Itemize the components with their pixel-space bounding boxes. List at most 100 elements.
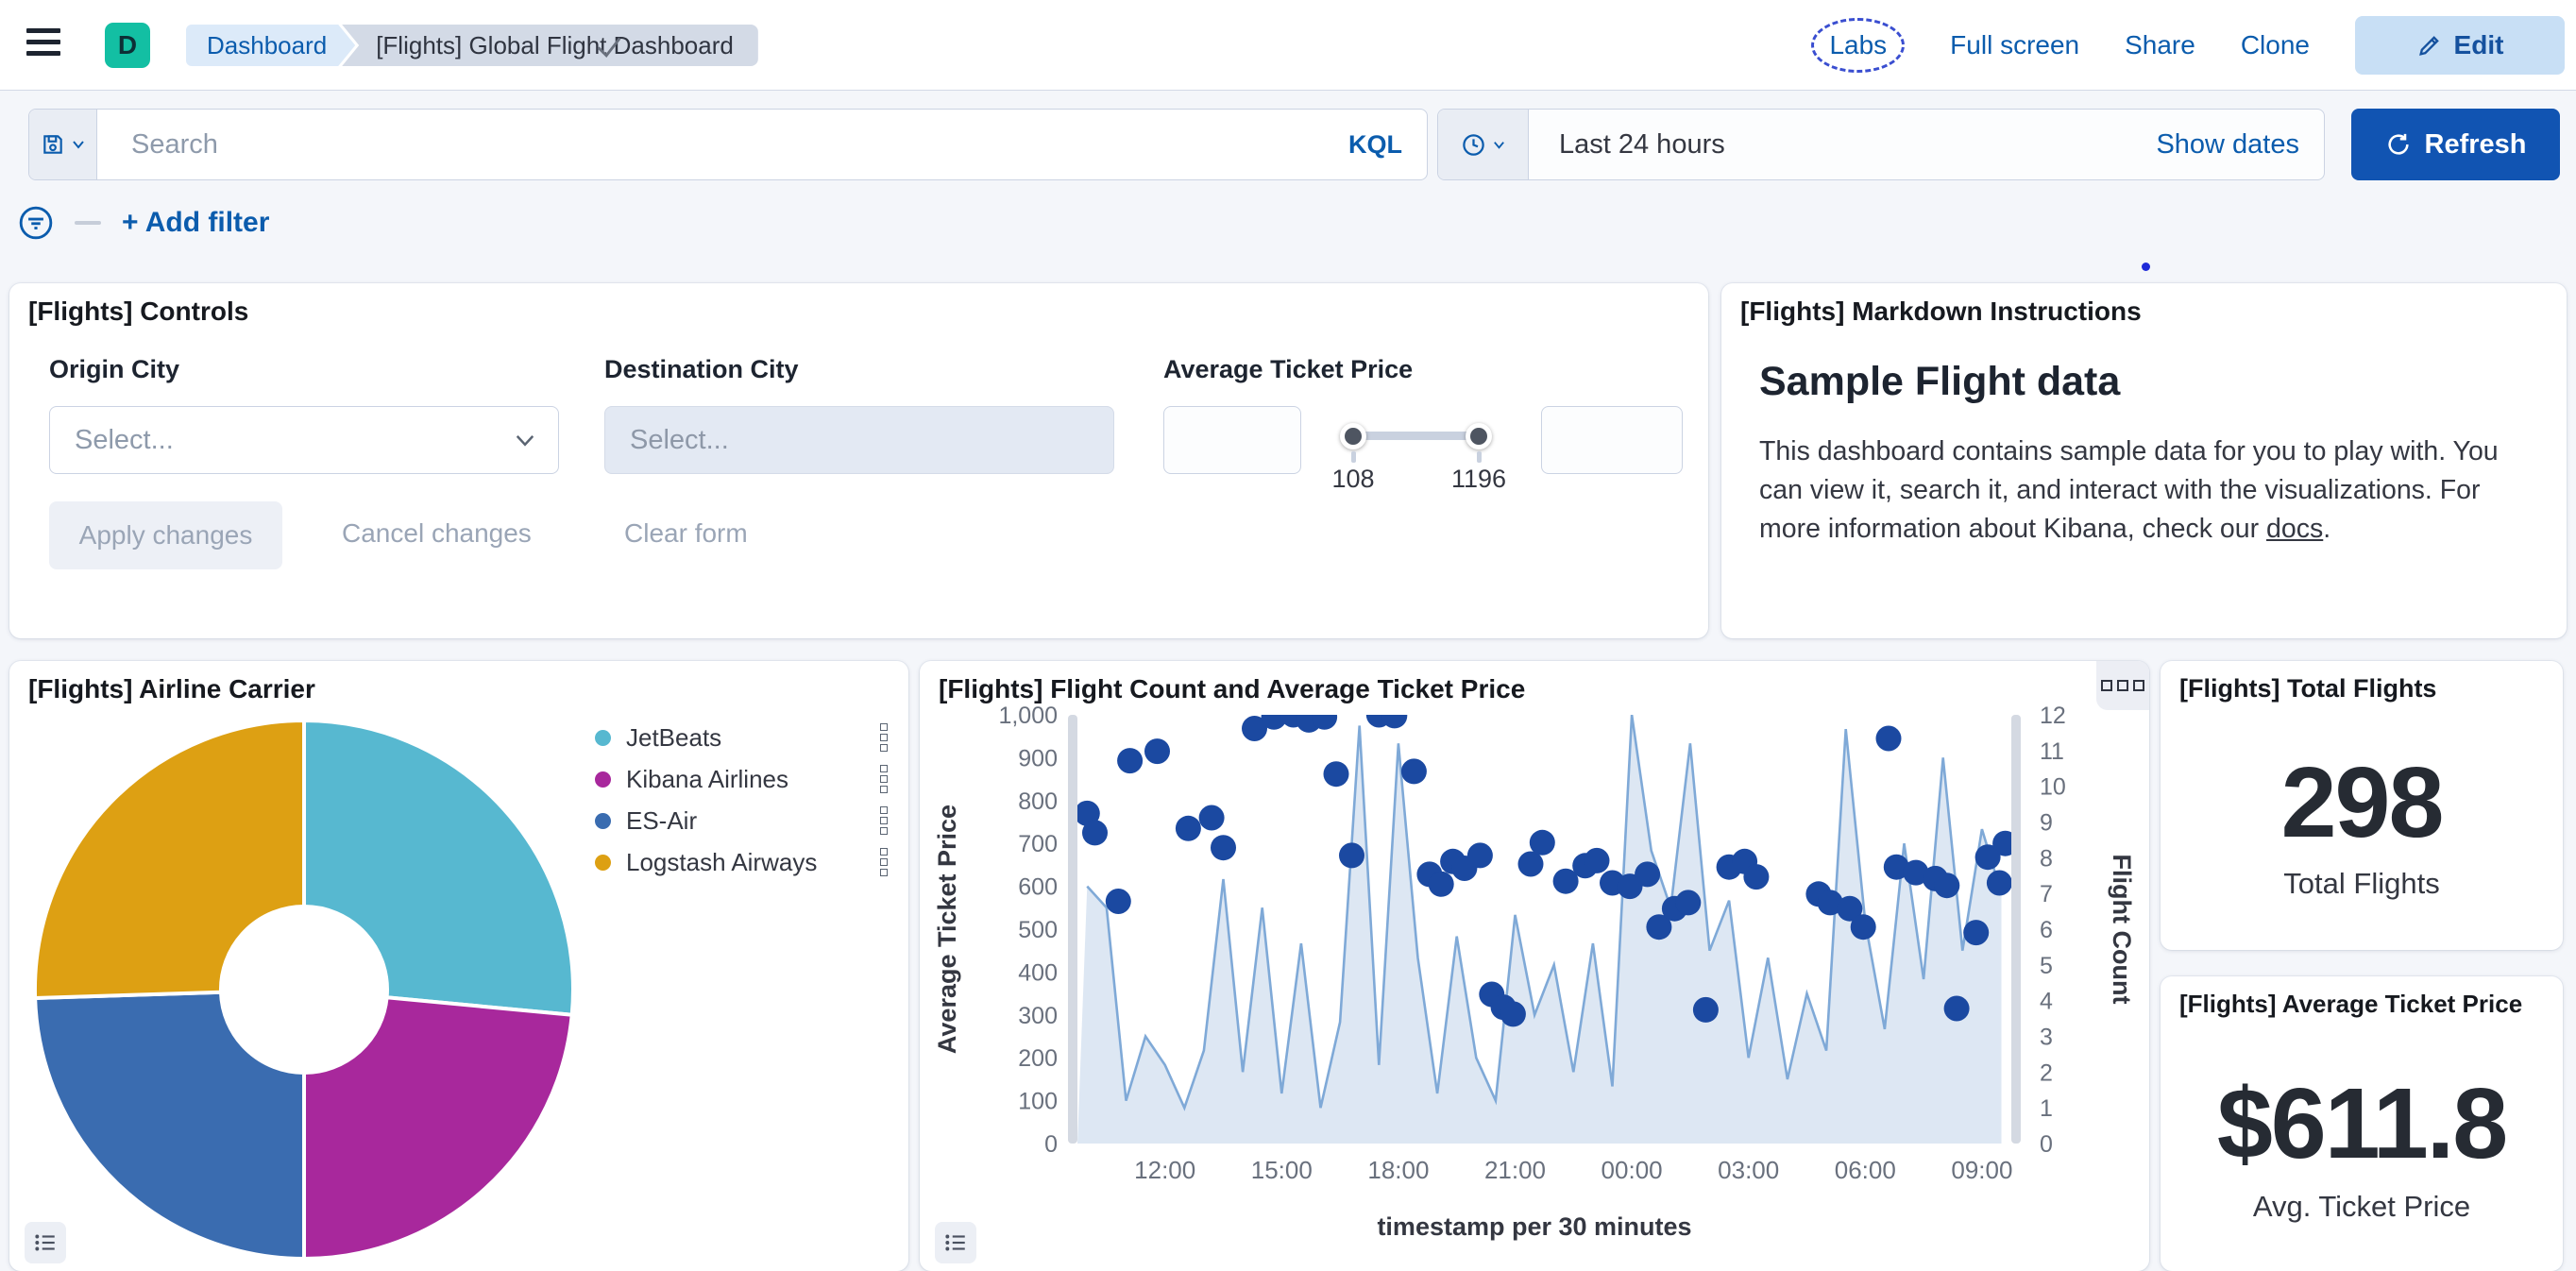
- plot-right-edge-bar[interactable]: [2011, 715, 2021, 1144]
- ticket-price-dot[interactable]: [1381, 703, 1408, 729]
- price-max-input[interactable]: [1542, 407, 1682, 473]
- right-axis-tick: 11: [2040, 738, 2064, 765]
- saved-query-button[interactable]: [29, 110, 97, 179]
- pie-slice[interactable]: [302, 995, 574, 1261]
- space-avatar[interactable]: D: [105, 23, 150, 68]
- ticket-price-dot[interactable]: [1400, 758, 1427, 785]
- ticket-price-dot[interactable]: [1261, 704, 1287, 730]
- donut-chart[interactable]: [33, 719, 575, 1261]
- ticket-price-dot[interactable]: [1552, 868, 1579, 894]
- ticket-price-dot[interactable]: [1675, 890, 1702, 916]
- ticket-price-dot[interactable]: [1082, 820, 1108, 846]
- labs-button[interactable]: Labs: [1811, 18, 1906, 73]
- ticket-price-dot[interactable]: [1117, 748, 1144, 774]
- menu-button[interactable]: [26, 28, 64, 62]
- plot-left-edge-bar[interactable]: [1068, 715, 1077, 1144]
- share-button[interactable]: Share: [2125, 30, 2195, 59]
- ticket-price-dot[interactable]: [1635, 861, 1661, 888]
- slider-tick-max: [1477, 451, 1482, 463]
- refresh-button[interactable]: Refresh: [2351, 109, 2560, 180]
- chart-legend: JetBeats Kibana Airlines ES-Air Logstash Ai…: [595, 723, 890, 890]
- legend-toggle-button[interactable]: [935, 1222, 976, 1263]
- breadcrumb-current-dashboard[interactable]: [Flights] Global Flight Dashboard: [342, 25, 758, 66]
- ticket-price-dot[interactable]: [1312, 704, 1338, 730]
- cancel-changes-button[interactable]: Cancel changes: [342, 518, 532, 548]
- time-range-value[interactable]: Last 24 hours: [1559, 128, 1725, 160]
- filter-fields-icon[interactable]: [18, 205, 54, 241]
- ticket-price-dot[interactable]: [1986, 870, 2012, 896]
- legend-item-actions-button[interactable]: [878, 721, 890, 754]
- ticket-price-dot[interactable]: [1743, 864, 1770, 890]
- ticket-price-dot[interactable]: [1175, 815, 1201, 841]
- legend-label[interactable]: Logstash Airways: [626, 847, 818, 876]
- ticket-price-dot[interactable]: [1500, 1001, 1526, 1027]
- full-screen-button[interactable]: Full screen: [1950, 30, 2080, 59]
- breadcrumb-dashboard[interactable]: Dashboard: [186, 25, 355, 66]
- left-axis-tick: 0: [1044, 1131, 1058, 1158]
- legend-item-actions-button[interactable]: [878, 805, 890, 837]
- destination-city-select[interactable]: Select...: [604, 406, 1114, 474]
- legend-toggle-button[interactable]: [25, 1222, 66, 1263]
- legend-item-actions-button[interactable]: [878, 846, 890, 878]
- ticket-price-dot[interactable]: [1074, 800, 1100, 826]
- ticket-price-dot[interactable]: [1974, 844, 2001, 871]
- ticket-price-dot[interactable]: [1584, 847, 1610, 873]
- apply-changes-button[interactable]: Apply changes: [49, 501, 282, 569]
- ticket-price-dot[interactable]: [1837, 895, 1863, 922]
- legend-item: Kibana Airlines: [595, 765, 890, 793]
- price-range-slider[interactable]: [1353, 432, 1479, 440]
- legend-label[interactable]: Kibana Airlines: [626, 764, 788, 793]
- average-ticket-price-label: Average Ticket Price: [1163, 355, 1414, 383]
- origin-city-select[interactable]: Select...: [49, 406, 559, 474]
- ticket-price-dot[interactable]: [1903, 859, 1929, 886]
- price-min-input[interactable]: [1164, 407, 1300, 473]
- pie-slice[interactable]: [33, 719, 306, 1001]
- ticket-price-dot[interactable]: [1428, 871, 1454, 897]
- show-dates-button[interactable]: Show dates: [2156, 128, 2299, 160]
- ticket-price-dot[interactable]: [1883, 854, 1909, 880]
- pie-slice[interactable]: [302, 719, 575, 1017]
- ticket-price-dot[interactable]: [1646, 914, 1672, 941]
- clear-form-button[interactable]: Clear form: [624, 518, 748, 548]
- ticket-price-dot[interactable]: [1850, 914, 1876, 941]
- clone-button[interactable]: Clone: [2240, 30, 2310, 59]
- query-language-button[interactable]: KQL: [1348, 129, 1402, 159]
- ticket-price-dot[interactable]: [1529, 829, 1555, 856]
- ticket-price-dot[interactable]: [1339, 842, 1364, 869]
- ticket-price-dot[interactable]: [1692, 996, 1719, 1023]
- ticket-price-dot[interactable]: [1198, 805, 1225, 831]
- ticket-price-dot[interactable]: [1144, 738, 1170, 765]
- slider-handle-min[interactable]: [1340, 423, 1366, 449]
- ticket-price-dot[interactable]: [1466, 842, 1493, 869]
- ticket-price-dot[interactable]: [1943, 995, 1970, 1022]
- ticket-price-dot[interactable]: [1105, 889, 1131, 914]
- query-bar: KQL: [28, 109, 1428, 180]
- combo-chart[interactable]: 1,00090080070060050040030020010001211109…: [920, 661, 2149, 1271]
- edit-button[interactable]: Edit: [2355, 16, 2565, 75]
- pie-slice[interactable]: [33, 990, 306, 1261]
- ticket-price-dot[interactable]: [1211, 835, 1236, 861]
- right-axis-tick: 1: [2040, 1095, 2053, 1122]
- time-picker-quick-menu-button[interactable]: [1438, 110, 1529, 179]
- legend-label[interactable]: ES-Air: [626, 805, 698, 835]
- legend-label[interactable]: JetBeats: [626, 722, 722, 752]
- legend-item-actions-button[interactable]: [878, 763, 890, 795]
- ticket-price-dot[interactable]: [1875, 725, 1902, 752]
- flight-count-panel: [Flights] Flight Count and Average Ticke…: [920, 661, 2149, 1271]
- docs-link[interactable]: docs: [2266, 514, 2324, 544]
- search-input[interactable]: [97, 128, 1324, 161]
- right-axis-tick: 12: [2040, 703, 2066, 729]
- check-icon: [597, 37, 621, 59]
- x-axis-tick: 21:00: [1484, 1156, 1546, 1184]
- ticket-price-dot[interactable]: [1963, 920, 1990, 946]
- ticket-price-dot[interactable]: [1934, 873, 1960, 899]
- slider-handle-max[interactable]: [1466, 423, 1492, 449]
- panel-options-button[interactable]: [2096, 661, 2149, 710]
- ticket-price-dot[interactable]: [1817, 890, 1843, 916]
- right-axis-tick: 3: [2040, 1025, 2053, 1051]
- add-filter-button[interactable]: + Add filter: [122, 207, 270, 238]
- ticket-price-dot[interactable]: [1517, 851, 1544, 877]
- flight-count-area[interactable]: [1077, 715, 2002, 1144]
- ticket-price-dot[interactable]: [1323, 761, 1349, 788]
- ticket-price-dot[interactable]: [1242, 716, 1267, 741]
